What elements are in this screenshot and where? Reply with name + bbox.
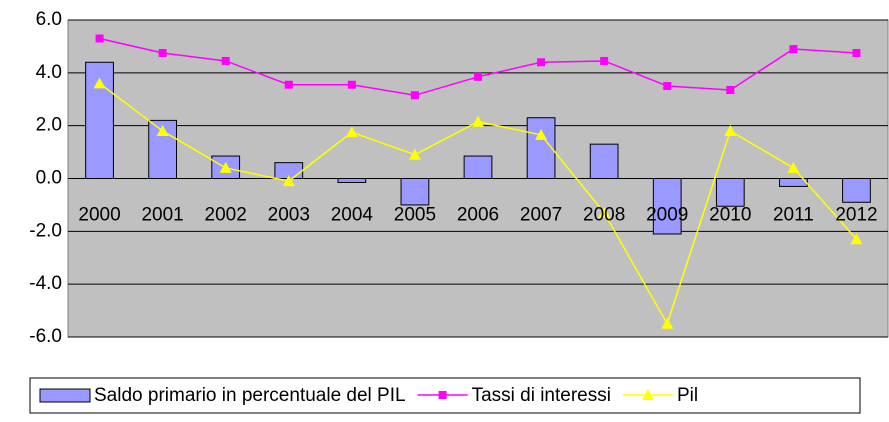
y-tick-label: 4.0: [36, 62, 62, 83]
y-tick-label: 0.0: [36, 168, 62, 189]
marker: [726, 86, 735, 95]
marker: [156, 124, 169, 136]
marker: [598, 206, 611, 218]
marker: [537, 58, 546, 67]
bar: [715, 178, 745, 207]
marker: [661, 317, 674, 329]
x-tick-label: 2000: [78, 205, 120, 226]
x-tick-label: 2010: [709, 205, 751, 226]
marker: [347, 80, 356, 89]
marker: [221, 56, 230, 65]
marker: [474, 72, 482, 81]
marker: [410, 91, 419, 100]
marker: [724, 124, 737, 136]
bar: [463, 155, 493, 180]
marker: [852, 49, 861, 58]
marker: [345, 126, 358, 138]
bar: [526, 117, 556, 180]
y-tick-label: -2.0: [29, 220, 62, 241]
x-tick-label: 2004: [331, 205, 374, 226]
bar: [779, 178, 808, 187]
marker: [472, 115, 484, 127]
legend-swatch: [39, 388, 91, 403]
marker: [158, 49, 167, 58]
y-tick-label: 6.0: [36, 9, 62, 30]
marker: [282, 175, 295, 187]
x-tick-label: 2011: [773, 205, 814, 226]
y-tick-label: -4.0: [29, 273, 62, 294]
x-tick-label: 2001: [141, 205, 183, 226]
bar: [337, 178, 367, 183]
marker: [663, 82, 672, 91]
marker: [787, 161, 800, 173]
legend-label: Saldo primario in percentuale del PIL: [94, 385, 406, 406]
marker: [93, 77, 106, 89]
marker: [284, 80, 293, 89]
legend-label: Pil: [677, 385, 698, 406]
x-tick-label: 2006: [457, 205, 499, 226]
marker: [219, 161, 232, 173]
y-tick-label: 2.0: [36, 115, 62, 136]
x-tick-label: 2003: [268, 205, 310, 226]
marker: [600, 56, 609, 65]
bar: [652, 178, 682, 235]
marker: [95, 34, 104, 43]
marker: [641, 389, 654, 400]
marker: [408, 148, 421, 160]
x-tick-label: 2007: [520, 205, 562, 226]
x-tick-label: 2008: [583, 205, 625, 226]
legend-label: Tassi di interessi: [472, 385, 611, 406]
marker: [789, 45, 798, 54]
marker: [850, 233, 863, 245]
x-tick-label: 2012: [835, 205, 877, 226]
bar: [400, 178, 430, 206]
y-tick-label: -6.0: [29, 326, 62, 347]
x-tick-label: 2009: [646, 205, 688, 226]
marker: [535, 128, 548, 140]
x-tick-label: 2005: [394, 205, 436, 226]
bar: [842, 178, 871, 203]
marker: [438, 391, 447, 399]
bar: [589, 143, 619, 180]
x-tick-label: 2002: [205, 205, 247, 226]
